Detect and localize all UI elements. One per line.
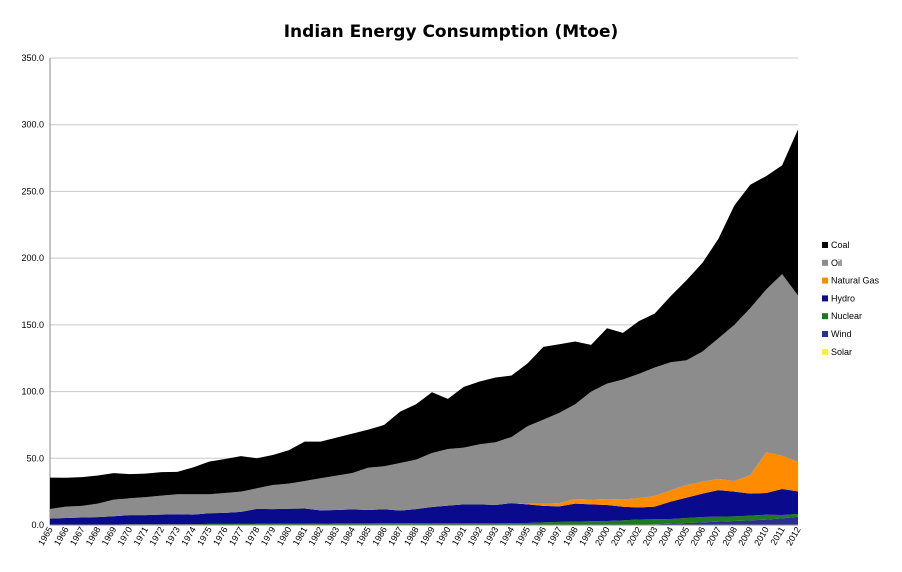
legend-label: Hydro	[831, 293, 855, 303]
x-tick-label: 1978	[243, 525, 262, 547]
x-tick-label: 2000	[593, 525, 612, 547]
area-nuclear	[50, 514, 798, 525]
legend-label: Nuclear	[831, 311, 862, 321]
y-tick-label: 250.0	[21, 186, 44, 196]
x-tick-label: 1992	[466, 525, 485, 547]
y-tick-label: 200.0	[21, 253, 44, 263]
x-tick-label: 2008	[720, 525, 739, 547]
x-tick-label: 1984	[338, 525, 357, 547]
y-tick-label: 100.0	[21, 387, 44, 397]
x-tick-label: 1990	[434, 525, 453, 547]
legend-swatch	[822, 348, 828, 355]
legend-swatch	[822, 313, 828, 320]
legend-label: Wind	[831, 329, 852, 339]
x-tick-label: 1994	[498, 525, 517, 547]
x-tick-label: 1983	[323, 525, 342, 547]
x-tick-label: 2003	[641, 525, 660, 547]
x-tick-label: 1968	[84, 525, 103, 547]
x-tick-label: 2012	[784, 525, 803, 547]
x-tick-label: 1991	[450, 525, 469, 547]
x-tick-label: 1976	[211, 525, 230, 547]
legend-swatch	[822, 259, 828, 266]
x-tick-label: 2001	[609, 525, 628, 547]
x-tick-label: 2006	[689, 525, 708, 547]
legend-swatch	[822, 242, 828, 248]
x-tick-label: 2010	[752, 525, 771, 547]
y-tick-label: 300.0	[21, 120, 44, 130]
x-tick-label: 1997	[545, 525, 564, 547]
x-tick-label: 1967	[68, 525, 87, 547]
legend-swatch	[822, 295, 828, 302]
legend-label: Coal	[831, 240, 850, 250]
x-tick-label: 1986	[370, 525, 389, 547]
x-tick-label: 2011	[768, 525, 786, 547]
x-tick-label: 1993	[482, 525, 501, 547]
x-tick-label: 1996	[529, 525, 548, 547]
x-tick-label: 1975	[195, 525, 214, 547]
x-tick-label: 1987	[386, 525, 405, 547]
x-tick-label: 1974	[179, 525, 198, 547]
legend-swatch	[822, 277, 828, 284]
legend-label: Oil	[831, 258, 842, 268]
x-tick-label: 1970	[116, 525, 135, 547]
x-tick-label: 1985	[354, 525, 373, 547]
x-tick-label: 2009	[736, 525, 755, 547]
y-tick-label: 150.0	[21, 320, 44, 330]
x-tick-label: 1977	[227, 525, 246, 547]
area-oil	[50, 274, 798, 519]
x-tick-label: 1972	[147, 525, 166, 547]
x-tick-label: 1971	[132, 525, 151, 547]
x-tick-label: 1966	[52, 525, 71, 547]
area-wind	[50, 516, 798, 525]
area-hydro	[50, 488, 798, 525]
legend-label: Natural Gas	[831, 276, 880, 286]
legend-label: Solar	[831, 347, 852, 357]
legend-swatch	[822, 331, 828, 337]
y-tick-label: 350.0	[21, 53, 44, 63]
x-tick-label: 2007	[704, 525, 723, 547]
x-tick-label: 1998	[561, 525, 580, 547]
x-tick-label: 2004	[657, 525, 676, 547]
y-tick-label: 0.0	[31, 520, 44, 530]
chart-title: Indian Energy Consumption (Mtoe)	[283, 22, 619, 42]
x-tick-label: 1969	[100, 525, 119, 547]
area-natural-gas	[50, 452, 798, 519]
x-tick-label: 1982	[307, 525, 326, 547]
y-tick-label: 50.0	[26, 453, 44, 463]
x-tick-label: 1988	[402, 525, 421, 547]
x-tick-label: 2002	[625, 525, 644, 547]
x-tick-label: 1980	[275, 525, 294, 547]
x-tick-label: 2005	[673, 525, 692, 547]
x-tick-label: 1973	[163, 525, 182, 547]
x-tick-label: 1981	[291, 525, 310, 547]
x-tick-label: 1979	[259, 525, 278, 547]
area-coal	[50, 129, 798, 509]
x-tick-label: 1995	[514, 525, 533, 547]
x-tick-label: 1999	[577, 525, 596, 547]
x-tick-label: 1989	[418, 525, 437, 547]
